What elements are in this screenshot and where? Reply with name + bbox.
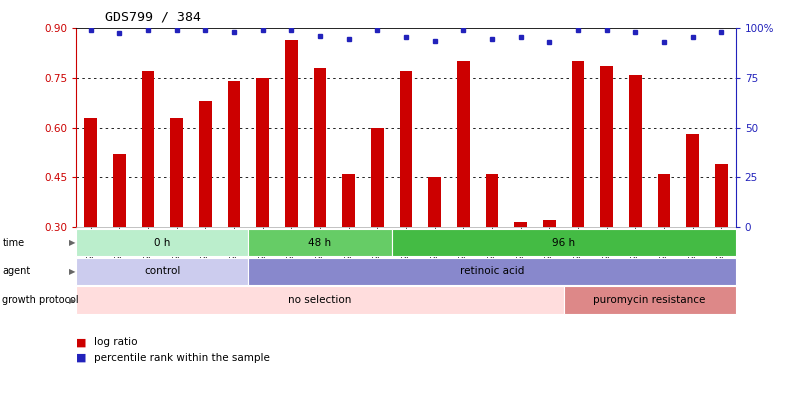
- Text: percentile rank within the sample: percentile rank within the sample: [94, 353, 270, 362]
- Bar: [313, 68, 326, 227]
- Text: time: time: [2, 238, 25, 247]
- Bar: [284, 40, 297, 227]
- Text: ■: ■: [76, 353, 87, 362]
- Bar: [628, 75, 641, 227]
- Bar: [514, 222, 527, 227]
- Text: 48 h: 48 h: [308, 238, 331, 247]
- Bar: [542, 220, 555, 227]
- Text: retinoic acid: retinoic acid: [459, 266, 524, 276]
- Bar: [600, 66, 613, 227]
- Text: ■: ■: [76, 337, 87, 347]
- Bar: [84, 117, 97, 227]
- Bar: [399, 71, 412, 227]
- Text: no selection: no selection: [288, 295, 351, 305]
- Bar: [456, 62, 469, 227]
- Bar: [714, 164, 727, 227]
- Bar: [571, 62, 584, 227]
- Text: puromycin resistance: puromycin resistance: [593, 295, 705, 305]
- Text: agent: agent: [2, 266, 31, 276]
- Bar: [428, 177, 441, 227]
- Bar: [256, 78, 269, 227]
- Bar: [198, 101, 211, 227]
- Text: 96 h: 96 h: [552, 238, 574, 247]
- Bar: [485, 174, 498, 227]
- Text: control: control: [144, 266, 181, 276]
- Bar: [112, 154, 126, 227]
- Bar: [170, 117, 183, 227]
- Bar: [141, 71, 154, 227]
- Bar: [342, 174, 355, 227]
- Bar: [685, 134, 699, 227]
- Text: ▶: ▶: [69, 238, 75, 247]
- Text: log ratio: log ratio: [94, 337, 137, 347]
- Text: ▶: ▶: [69, 267, 75, 276]
- Bar: [227, 81, 240, 227]
- Text: growth protocol: growth protocol: [2, 295, 79, 305]
- Text: 0 h: 0 h: [154, 238, 170, 247]
- Bar: [370, 128, 383, 227]
- Text: GDS799 / 384: GDS799 / 384: [104, 10, 200, 23]
- Text: ▶: ▶: [69, 296, 75, 305]
- Bar: [657, 174, 670, 227]
